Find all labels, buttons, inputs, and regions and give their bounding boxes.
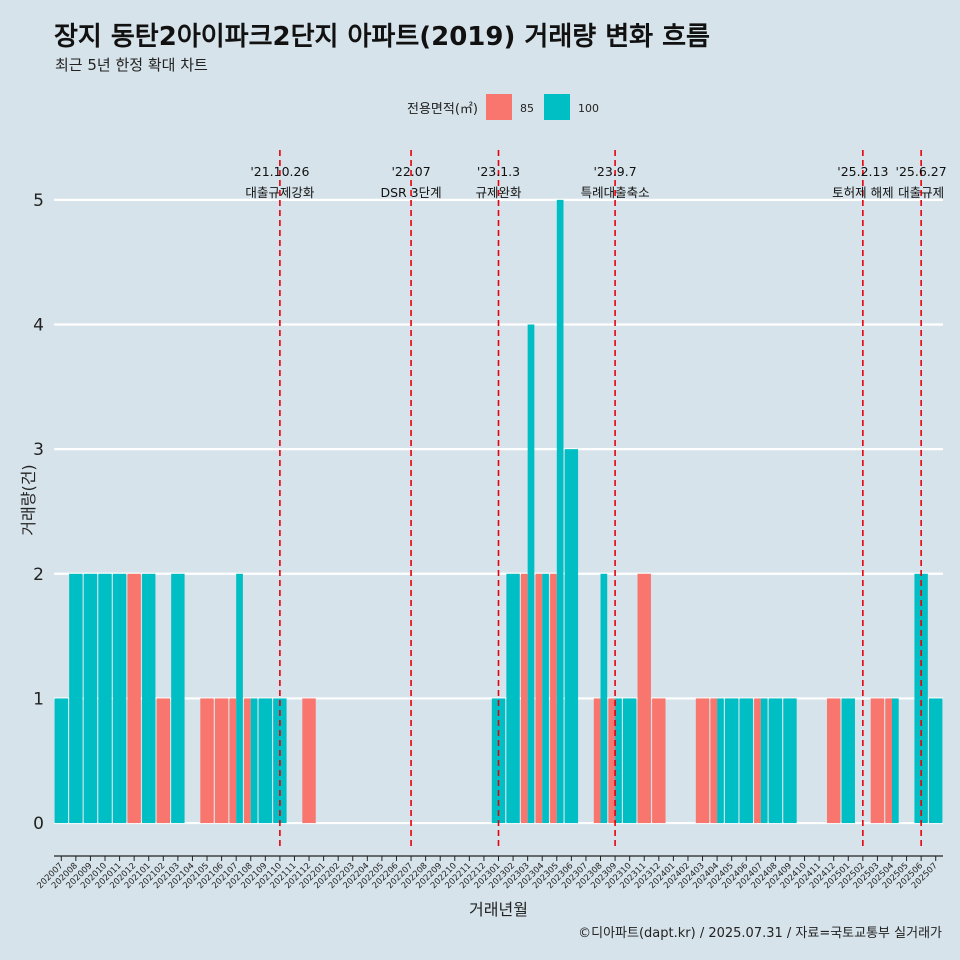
bar (520, 573, 528, 824)
bar (826, 698, 841, 824)
event-label: 대출규제강화 (245, 185, 315, 200)
bar (600, 573, 608, 824)
bar (506, 573, 520, 824)
bar (760, 698, 768, 824)
event-label: 토허제 해제 (832, 185, 893, 200)
y-axis: 0 1 2 3 4 5 거래량(건) (19, 191, 44, 834)
bar (783, 698, 797, 824)
event-date: '21.10.26 (250, 164, 309, 179)
bar (593, 698, 601, 824)
source-caption: ©디아파트(dapt.kr) / 2025.07.31 / 자료=국토교통부 실… (578, 926, 942, 941)
bar (891, 698, 899, 824)
bar (244, 698, 251, 824)
event-label: DSR 3단계 (380, 185, 441, 200)
bar (112, 573, 127, 824)
bar (739, 698, 753, 824)
bar (542, 573, 549, 824)
event-label: 대출규제 (898, 185, 944, 200)
bar (258, 698, 273, 824)
event-date: '23.9.7 (593, 164, 636, 179)
bar (527, 324, 535, 824)
bar (622, 698, 637, 824)
bar (564, 449, 579, 824)
y-tick-label: 1 (33, 689, 44, 709)
y-axis-title: 거래량(건) (19, 464, 38, 535)
x-axis: 2020072020082020092020102020112020122021… (35, 855, 943, 919)
bar (83, 573, 98, 824)
event-markers: '21.10.26 대출규제강화 '22.07 DSR 3단계 '23.1.3 규제완화 '… (245, 150, 947, 848)
legend-label: 100 (578, 102, 599, 115)
bar (695, 698, 710, 824)
event-date: '25.2.13 (837, 164, 888, 179)
bar (841, 698, 855, 824)
event-date: '23.1.3 (477, 164, 520, 179)
bar (156, 698, 171, 824)
y-tick-label: 5 (33, 191, 44, 211)
bar (236, 573, 243, 824)
event-date: '22.07 (391, 164, 430, 179)
legend-label: 85 (520, 102, 534, 115)
bar (535, 573, 543, 824)
event-label: 규제완화 (475, 185, 522, 200)
y-tick-label: 3 (33, 440, 44, 460)
chart-title: 장지 동탄2아이파크2단지 아파트(2019) 거래량 변화 흐름 (54, 22, 710, 52)
bar (200, 698, 214, 824)
bar (550, 573, 557, 824)
event-label: 특례대출축소 (581, 185, 650, 200)
bar (608, 698, 616, 824)
x-axis-title: 거래년월 (469, 900, 528, 919)
legend-swatch (544, 94, 570, 120)
bar (615, 698, 622, 824)
bar (724, 698, 739, 824)
bar (710, 698, 718, 824)
legend-swatch (486, 94, 512, 120)
bar (214, 698, 229, 824)
y-tick-label: 2 (33, 565, 44, 585)
bar (171, 573, 185, 824)
bar (250, 698, 258, 824)
bar (127, 573, 141, 824)
bar (556, 199, 564, 824)
bar (768, 698, 783, 824)
bar (717, 698, 724, 824)
event-date: '25.6.27 (896, 164, 947, 179)
legend-title: 전용면적(㎡) (407, 102, 478, 117)
bar (652, 698, 666, 824)
bars (54, 199, 943, 824)
bar (69, 573, 83, 824)
chart-subtitle: 최근 5년 한정 확대 차트 (55, 56, 208, 74)
bar (98, 573, 112, 824)
bar (870, 698, 885, 824)
bar (914, 573, 928, 824)
bar (637, 573, 651, 824)
bar (54, 698, 68, 824)
y-tick-label: 0 (33, 814, 44, 834)
bar (302, 698, 316, 824)
bar (229, 698, 237, 824)
y-tick-label: 4 (33, 316, 44, 336)
bar (142, 573, 156, 824)
bar (885, 698, 892, 824)
bar (929, 698, 943, 824)
legend: 전용면적(㎡) 85 100 (407, 94, 599, 120)
bar (754, 698, 761, 824)
